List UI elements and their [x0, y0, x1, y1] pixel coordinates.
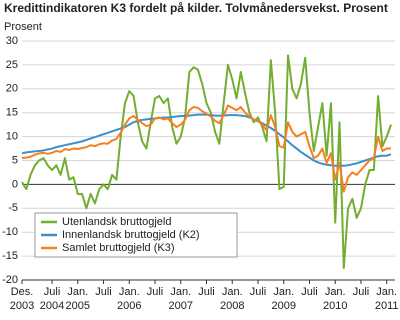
y-tick-label: 25 — [6, 59, 18, 71]
y-tick-label: -10 — [2, 226, 18, 238]
x-tick-label: Juli — [147, 286, 164, 298]
y-tick-label: 20 — [6, 83, 18, 95]
legend-label: Utenlandsk bruttogjeld — [62, 216, 171, 228]
line-series — [21, 104, 391, 193]
y-tick-label: -5 — [8, 202, 18, 214]
x-tick-year: 2005 — [66, 300, 90, 312]
x-tick-label: Juli — [95, 286, 112, 298]
y-tick-label: 0 — [12, 178, 18, 190]
chart-title: Kredittindikatoren K3 fordelt på kilder.… — [4, 1, 388, 15]
line-series — [21, 54, 392, 270]
legend-label: Innenlandsk bruttogjeld (K2) — [62, 229, 200, 241]
x-tick-year: 2004 — [40, 300, 64, 312]
legend-box — [34, 212, 238, 258]
x-tick-label: Juli — [198, 286, 215, 298]
x-tick-label: Des. — [11, 286, 34, 298]
x-tick-label: Jan. — [376, 286, 397, 298]
x-tick-year: 2010 — [323, 300, 347, 312]
x-tick-label: Jan. — [67, 286, 88, 298]
x-tick-year: 2011 — [375, 300, 399, 312]
y-tick-label: 10 — [6, 131, 18, 143]
x-tick-year: 2008 — [220, 300, 244, 312]
y-axis-label: Prosent — [4, 21, 42, 33]
x-tick-year: 2007 — [169, 300, 193, 312]
x-tick-label: Jan. — [273, 286, 294, 298]
x-tick-label: Jan. — [222, 286, 243, 298]
x-tick-label: Juli — [250, 286, 267, 298]
x-tick-label: Jan. — [325, 286, 346, 298]
x-tick-label: Juli — [353, 286, 370, 298]
x-tick-label: Juli — [301, 286, 318, 298]
x-tick-year: 2009 — [271, 300, 295, 312]
x-tick-year: 2006 — [117, 300, 141, 312]
y-tick-label: -15 — [2, 250, 18, 262]
legend-label: Samlet bruttogjeld (K3) — [62, 242, 175, 254]
x-tick-label: Juli — [44, 286, 61, 298]
y-tick-label: 30 — [6, 35, 18, 47]
y-tick-label: 15 — [6, 107, 18, 119]
line-series — [21, 113, 392, 167]
x-tick-label: Jan. — [119, 286, 140, 298]
y-tick-label: -20 — [2, 274, 18, 286]
y-tick-label: 5 — [12, 154, 18, 166]
x-tick-label: Jan. — [170, 286, 191, 298]
x-tick-year: 2003 — [10, 300, 34, 312]
